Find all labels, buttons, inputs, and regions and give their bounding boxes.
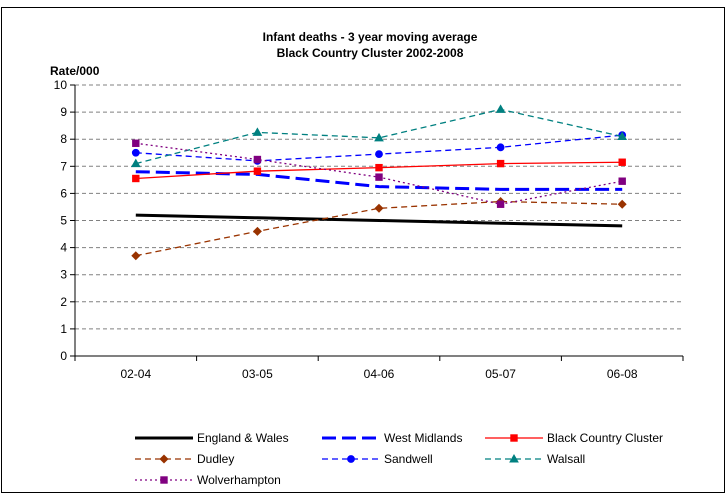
legend-label-england-wales: England & Wales (197, 431, 289, 445)
data-point-dudley-0 (131, 251, 141, 261)
legend-marker-walsall (509, 453, 519, 463)
data-point-sandwell-2 (375, 150, 383, 159)
series-walsall (130, 104, 628, 168)
legend-entry-dudley: Dudley (135, 452, 234, 466)
legend-label-walsall: Walsall (547, 452, 585, 466)
data-point-walsall-1 (252, 127, 263, 136)
legend-marker-black-country-cluster (510, 434, 518, 442)
x-tick-label-06-08: 06-08 (607, 367, 638, 381)
x-tick-label-02-04: 02-04 (120, 367, 151, 381)
y-tick-label-10: 10 (54, 78, 68, 92)
data-point-walsall-2 (374, 132, 384, 142)
legend-entry-wolverhampton: Wolverhampton (135, 473, 281, 487)
data-point-wolverhampton-0 (132, 139, 140, 147)
y-tick-label-9: 9 (60, 105, 67, 119)
y-tick-label-8: 8 (60, 132, 67, 146)
legend-entry-black-country-cluster: Black Country Cluster (485, 431, 663, 445)
data-point-walsall-0 (130, 158, 141, 168)
data-point-sandwell-3 (496, 143, 505, 152)
series-wolverhampton (132, 139, 626, 208)
data-point-walsall-3 (495, 104, 506, 113)
data-point-black-country-cluster-4 (618, 158, 626, 166)
data-point-black-country-cluster-2 (375, 163, 383, 172)
legend-label-wolverhampton: Wolverhampton (197, 473, 281, 487)
series-dudley (131, 197, 627, 261)
legend-label-black-country-cluster: Black Country Cluster (547, 431, 663, 445)
y-axis-label: Rate/000 (50, 64, 100, 78)
x-tick-label-05-07: 05-07 (485, 367, 516, 381)
data-point-wolverhampton-2 (375, 173, 383, 181)
legend-entry-sandwell: Sandwell (322, 452, 433, 466)
data-point-dudley-2 (374, 203, 384, 213)
data-point-black-country-cluster-1 (253, 167, 262, 175)
series-line-england-wales (135, 213, 623, 228)
y-tick-label-5: 5 (60, 214, 67, 228)
legend-entry-west-midlands: West Midlands (322, 431, 462, 445)
y-tick-label-4: 4 (60, 241, 67, 255)
legend-entry-walsall: Walsall (485, 452, 585, 466)
data-point-sandwell-0 (131, 148, 140, 157)
y-tick-label-6: 6 (60, 186, 67, 200)
axes: 0 1 2 3 4 5 6 7 8 9 10 02-04 03-05 04-06 05-07 06-08 (54, 78, 684, 381)
y-tick-label-3: 3 (60, 268, 67, 282)
data-point-wolverhampton-4 (618, 177, 626, 185)
data-point-wolverhampton-3 (496, 200, 505, 208)
series-black-country-cluster (132, 158, 626, 183)
series-england-wales (135, 213, 623, 228)
legend-label-sandwell: Sandwell (384, 452, 433, 466)
legend-label-dudley: Dudley (197, 452, 234, 466)
legend-marker-wolverhampton (160, 476, 168, 484)
data-point-walsall-4 (617, 131, 628, 140)
y-tick-label-2: 2 (60, 295, 67, 309)
data-point-black-country-cluster-0 (132, 174, 140, 183)
y-tick-label-1: 1 (60, 322, 67, 336)
x-tick-label-04-06: 04-06 (364, 367, 395, 381)
y-tick-label-0: 0 (60, 349, 67, 363)
data-point-wolverhampton-1 (253, 155, 262, 164)
legend-entry-england-wales: England & Wales (135, 431, 289, 445)
series-lines (130, 104, 628, 261)
legend-label-west-midlands: West Midlands (384, 431, 462, 445)
y-tick-label-7: 7 (60, 159, 67, 173)
legend-marker-sandwell (347, 455, 355, 463)
chart-subtitle: Black Country Cluster 2002-2008 (277, 46, 464, 60)
data-point-dudley-4 (617, 199, 627, 209)
legend: England & Wales West Midlands Black Countr… (135, 431, 663, 487)
series-line-walsall (135, 108, 623, 165)
legend-marker-dudley (159, 454, 169, 464)
x-tick-label-03-05: 03-05 (242, 367, 273, 381)
series-line-dudley (135, 200, 623, 257)
data-point-dudley-1 (252, 226, 262, 236)
chart-title: Infant deaths - 3 year moving average (263, 30, 478, 44)
data-point-black-country-cluster-3 (496, 159, 505, 168)
